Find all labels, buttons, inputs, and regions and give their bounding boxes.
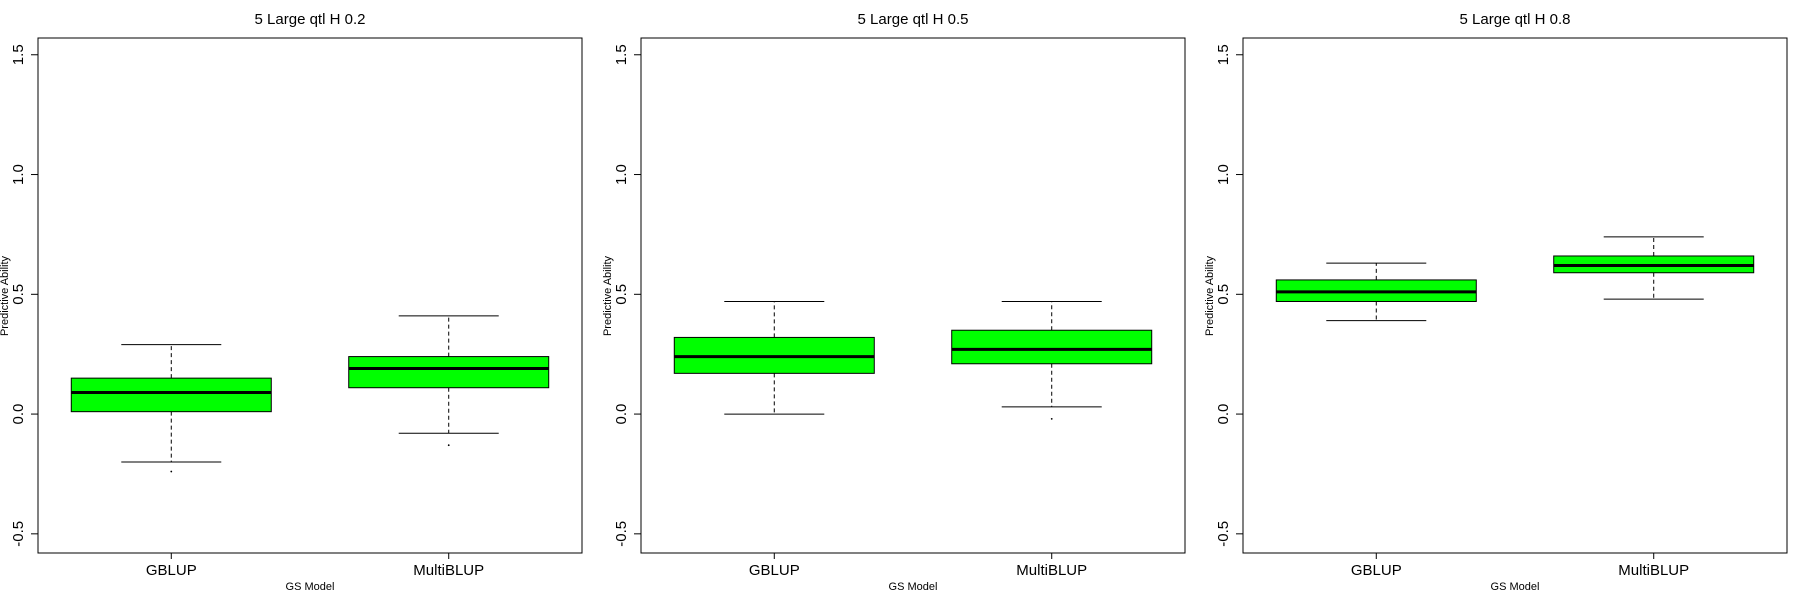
y-axis: -0.5 0.0 0.5 1.0 1.5	[10, 44, 38, 547]
boxes	[1275, 236, 1755, 322]
box-gblup	[1275, 262, 1477, 322]
y-tick-label: 0.0	[613, 404, 630, 425]
y-tick-label: -0.5	[1215, 521, 1232, 547]
y-tick-label: -0.5	[10, 521, 27, 547]
y-tick-label: 0.0	[10, 404, 27, 425]
outlier-point	[447, 444, 450, 447]
y-axis: -0.5 0.0 0.5 1.0 1.5	[1215, 44, 1243, 547]
plot-frame	[1242, 37, 1788, 554]
panel-title: 5 Large qtl H 0.2	[255, 11, 366, 28]
x-tick-label: GBLUP	[749, 562, 800, 579]
y-tick-label: 1.0	[10, 164, 27, 185]
x-tick-label: MultiBLUP	[413, 562, 484, 579]
panel-title: 5 Large qtl H 0.5	[858, 11, 969, 28]
x-axis-label: GS Model	[1491, 581, 1540, 593]
box-gblup	[673, 300, 875, 415]
y-axis-label: Predictive Ability	[602, 255, 614, 336]
panel-h-0-5: 5 Large qtl H 0.5 -0.5 0.0 0.5 1.0 1.5 GBLUP…	[602, 11, 1186, 593]
box-gblup	[70, 344, 272, 473]
y-tick-label: 1.0	[1215, 164, 1232, 185]
y-tick-label: 0.0	[1215, 404, 1232, 425]
x-axis-label: GS Model	[286, 581, 335, 593]
y-axis-label: Predictive Ability	[1204, 255, 1216, 336]
y-tick-label: 1.5	[1215, 44, 1232, 65]
box-multiblup	[1553, 236, 1755, 300]
panel-title: 5 Large qtl H 0.8	[1460, 11, 1571, 28]
boxes	[70, 315, 550, 473]
y-tick-label: -0.5	[613, 521, 630, 547]
y-axis-label: Predictive Ability	[0, 255, 11, 336]
box-multiblup	[348, 315, 550, 447]
x-axis: GBLUP MultiBLUP	[1351, 553, 1689, 579]
x-tick-label: GBLUP	[146, 562, 197, 579]
iqr-box	[70, 377, 272, 413]
x-axis-label: GS Model	[889, 581, 938, 593]
iqr-box	[951, 329, 1153, 365]
panel-h-0-2: 5 Large qtl H 0.2 -0.5 0.0 0.5 1.0 1.5 GBLUP…	[0, 11, 583, 593]
panel-h-0-8: 5 Large qtl H 0.8 -0.5 0.0 0.5 1.0 1.5 GBLUP…	[1204, 11, 1788, 593]
x-tick-label: MultiBLUP	[1618, 562, 1689, 579]
y-tick-label: 1.5	[613, 44, 630, 65]
x-axis: GBLUP MultiBLUP	[749, 553, 1087, 579]
y-tick-label: 0.5	[10, 284, 27, 305]
plot-frame	[37, 37, 583, 554]
iqr-box	[348, 356, 550, 389]
outlier-point	[170, 470, 173, 473]
y-axis: -0.5 0.0 0.5 1.0 1.5	[613, 44, 641, 547]
y-tick-label: 1.5	[10, 44, 27, 65]
outlier-point	[1050, 417, 1053, 420]
y-tick-label: 0.5	[1215, 284, 1232, 305]
x-tick-label: MultiBLUP	[1016, 562, 1087, 579]
box-multiblup	[951, 300, 1153, 420]
plot-frame	[640, 37, 1186, 554]
x-axis: GBLUP MultiBLUP	[146, 553, 484, 579]
y-tick-label: 0.5	[613, 284, 630, 305]
y-tick-label: 1.0	[613, 164, 630, 185]
boxes	[673, 300, 1153, 420]
x-tick-label: GBLUP	[1351, 562, 1402, 579]
